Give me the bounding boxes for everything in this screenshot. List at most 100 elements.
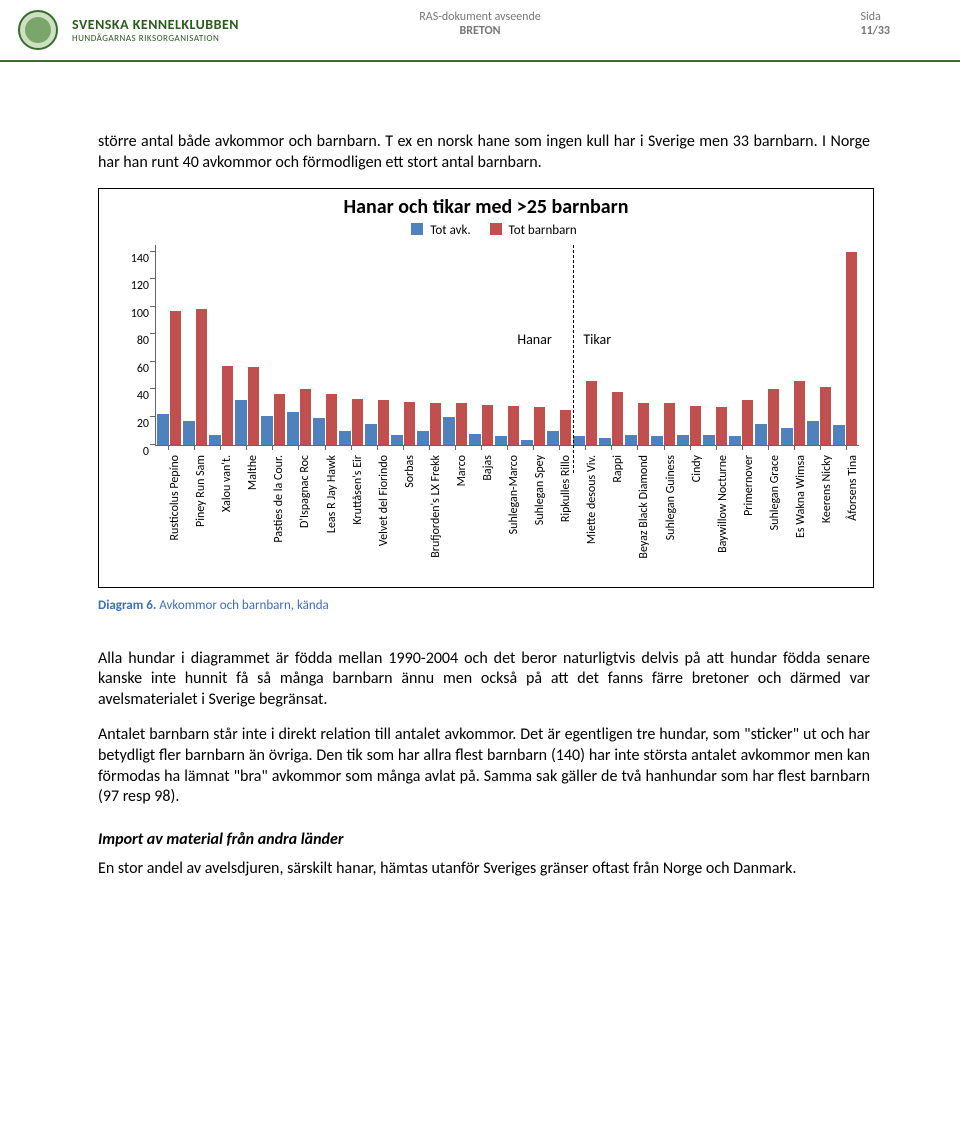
org-name: SVENSKA KENNELKLUBBEN HUNDÄGARNAS RIKSOR… (72, 16, 239, 44)
x-label: Es Wakna Wimsa (781, 451, 807, 581)
x-label: Bajas (468, 451, 494, 581)
bar-tot-barnbarn (664, 403, 676, 444)
bar-tot-barnbarn (690, 406, 702, 445)
caption-prefix: Diagram 6. (98, 598, 156, 613)
bar-tot-avk (573, 436, 585, 444)
bar-tot-barnbarn (794, 381, 806, 444)
bar-tot-avk (677, 435, 689, 445)
x-label: Velvet del Fiorindo (364, 451, 390, 581)
x-axis-labels: Rusticolus PepínoPiney Run SamXalou van'… (155, 451, 859, 581)
bar-tot-barnbarn (560, 410, 572, 444)
bar-tot-barnbarn (456, 403, 468, 444)
bar-group (807, 387, 831, 445)
bar-group (365, 400, 389, 444)
bar-tot-barnbarn (378, 400, 390, 444)
logo-icon (18, 10, 58, 50)
paragraph-4: En stor andel av avelsdjuren, särskilt h… (98, 859, 870, 880)
bar-tot-barnbarn (586, 381, 598, 444)
chart-plot-area (155, 245, 859, 445)
page-header: SVENSKA KENNELKLUBBEN HUNDÄGARNAS RIKSOR… (0, 0, 960, 56)
bar-group (781, 381, 805, 444)
bar-tot-avk (313, 418, 325, 444)
bar-tot-barnbarn (404, 402, 416, 445)
x-label: Baywillow Nocturne (703, 451, 729, 581)
bar-group (261, 394, 285, 445)
bar-tot-avk (495, 436, 507, 444)
bar-tot-barnbarn (326, 394, 338, 445)
bar-group (677, 406, 701, 445)
bar-tot-barnbarn (170, 311, 182, 445)
x-label: Suhlegan Grace (755, 451, 781, 581)
bar-tot-barnbarn (534, 407, 546, 444)
chart-caption: Diagram 6. Avkommor och barnbarn, kända (98, 598, 870, 613)
x-label: Malthe (233, 451, 259, 581)
bar-tot-avk (261, 416, 273, 445)
x-label: Piney Run Sam (181, 451, 207, 581)
bar-tot-avk (209, 435, 221, 445)
bar-tot-avk (287, 412, 299, 445)
caption-text: Avkommor och barnbarn, kända (156, 598, 328, 613)
bar-tot-avk (365, 424, 377, 445)
bar-tot-barnbarn (430, 403, 442, 444)
bar-tot-avk (235, 400, 247, 444)
y-tick-label: 20 (137, 417, 155, 431)
bar-tot-avk (599, 438, 611, 445)
bar-tot-barnbarn (612, 392, 624, 444)
bar-tot-avk (547, 431, 559, 445)
bar-tot-barnbarn (274, 394, 286, 445)
content: större antal både avkommor och barnbarn.… (0, 62, 960, 934)
x-label: Xalou van't. (207, 451, 233, 581)
bar-tot-barnbarn (508, 406, 520, 445)
bar-group (287, 389, 311, 444)
bar-tot-barnbarn (352, 399, 364, 445)
x-label: Cindy (677, 451, 703, 581)
bar-tot-avk (755, 424, 767, 445)
legend-label-avk: Tot avk. (430, 223, 470, 238)
y-tick-label: 40 (137, 389, 155, 403)
x-label: Rappi (598, 451, 624, 581)
org-line2: HUNDÄGARNAS RIKSORGANISATION (72, 33, 239, 44)
x-label: Suhlegan Spey (520, 451, 546, 581)
paragraph-1: större antal både avkommor och barnbarn.… (98, 132, 870, 174)
x-label: Miette desous Viv. (572, 451, 598, 581)
bar-tot-avk (833, 425, 845, 444)
paragraph-3: Antalet barnbarn står inte i direkt rela… (98, 725, 870, 808)
bar-tot-avk (157, 414, 169, 444)
bar-group (833, 252, 857, 445)
x-label: Primernover (729, 451, 755, 581)
bar-group (417, 403, 441, 444)
bar-group (313, 394, 337, 445)
bar-group (651, 403, 675, 444)
y-tick-label: 60 (137, 362, 155, 376)
bar-tot-avk (651, 436, 663, 444)
bar-tot-avk (729, 436, 741, 444)
doc-type: RAS-dokument avseende (419, 10, 540, 24)
x-label: Beyaz Black Diamond (624, 451, 650, 581)
bar-group (625, 403, 649, 444)
bar-tot-avk (703, 435, 715, 445)
bar-group (235, 367, 259, 444)
bar-group (443, 403, 467, 444)
bar-tot-barnbarn (222, 366, 234, 445)
chart-diagram-6: Hanar och tikar med >25 barnbarn Tot avk… (98, 188, 874, 588)
bar-tot-barnbarn (768, 389, 780, 444)
y-tick-label: 0 (143, 445, 155, 459)
bar-group (339, 399, 363, 445)
x-label: Brufjorden's LX Frekk (416, 451, 442, 581)
x-label: Ripkulles Rillo (546, 451, 572, 581)
x-label: Keerens Nicky (807, 451, 833, 581)
bar-tot-avk (183, 421, 195, 444)
bar-tot-barnbarn (248, 367, 260, 444)
x-label: Sorbas (390, 451, 416, 581)
breed-name: BRETON (419, 24, 540, 38)
bar-group (521, 407, 545, 444)
y-tick-label: 100 (131, 307, 155, 321)
bar-group (755, 389, 779, 444)
hanar-tikar-divider (573, 245, 574, 473)
bar-tot-barnbarn (638, 403, 650, 444)
x-label: Marco (442, 451, 468, 581)
y-tick-label: 80 (137, 334, 155, 348)
page-number: 11/33 (861, 24, 890, 38)
legend-swatch-barnbarn (490, 223, 502, 235)
bar-group (157, 311, 181, 445)
